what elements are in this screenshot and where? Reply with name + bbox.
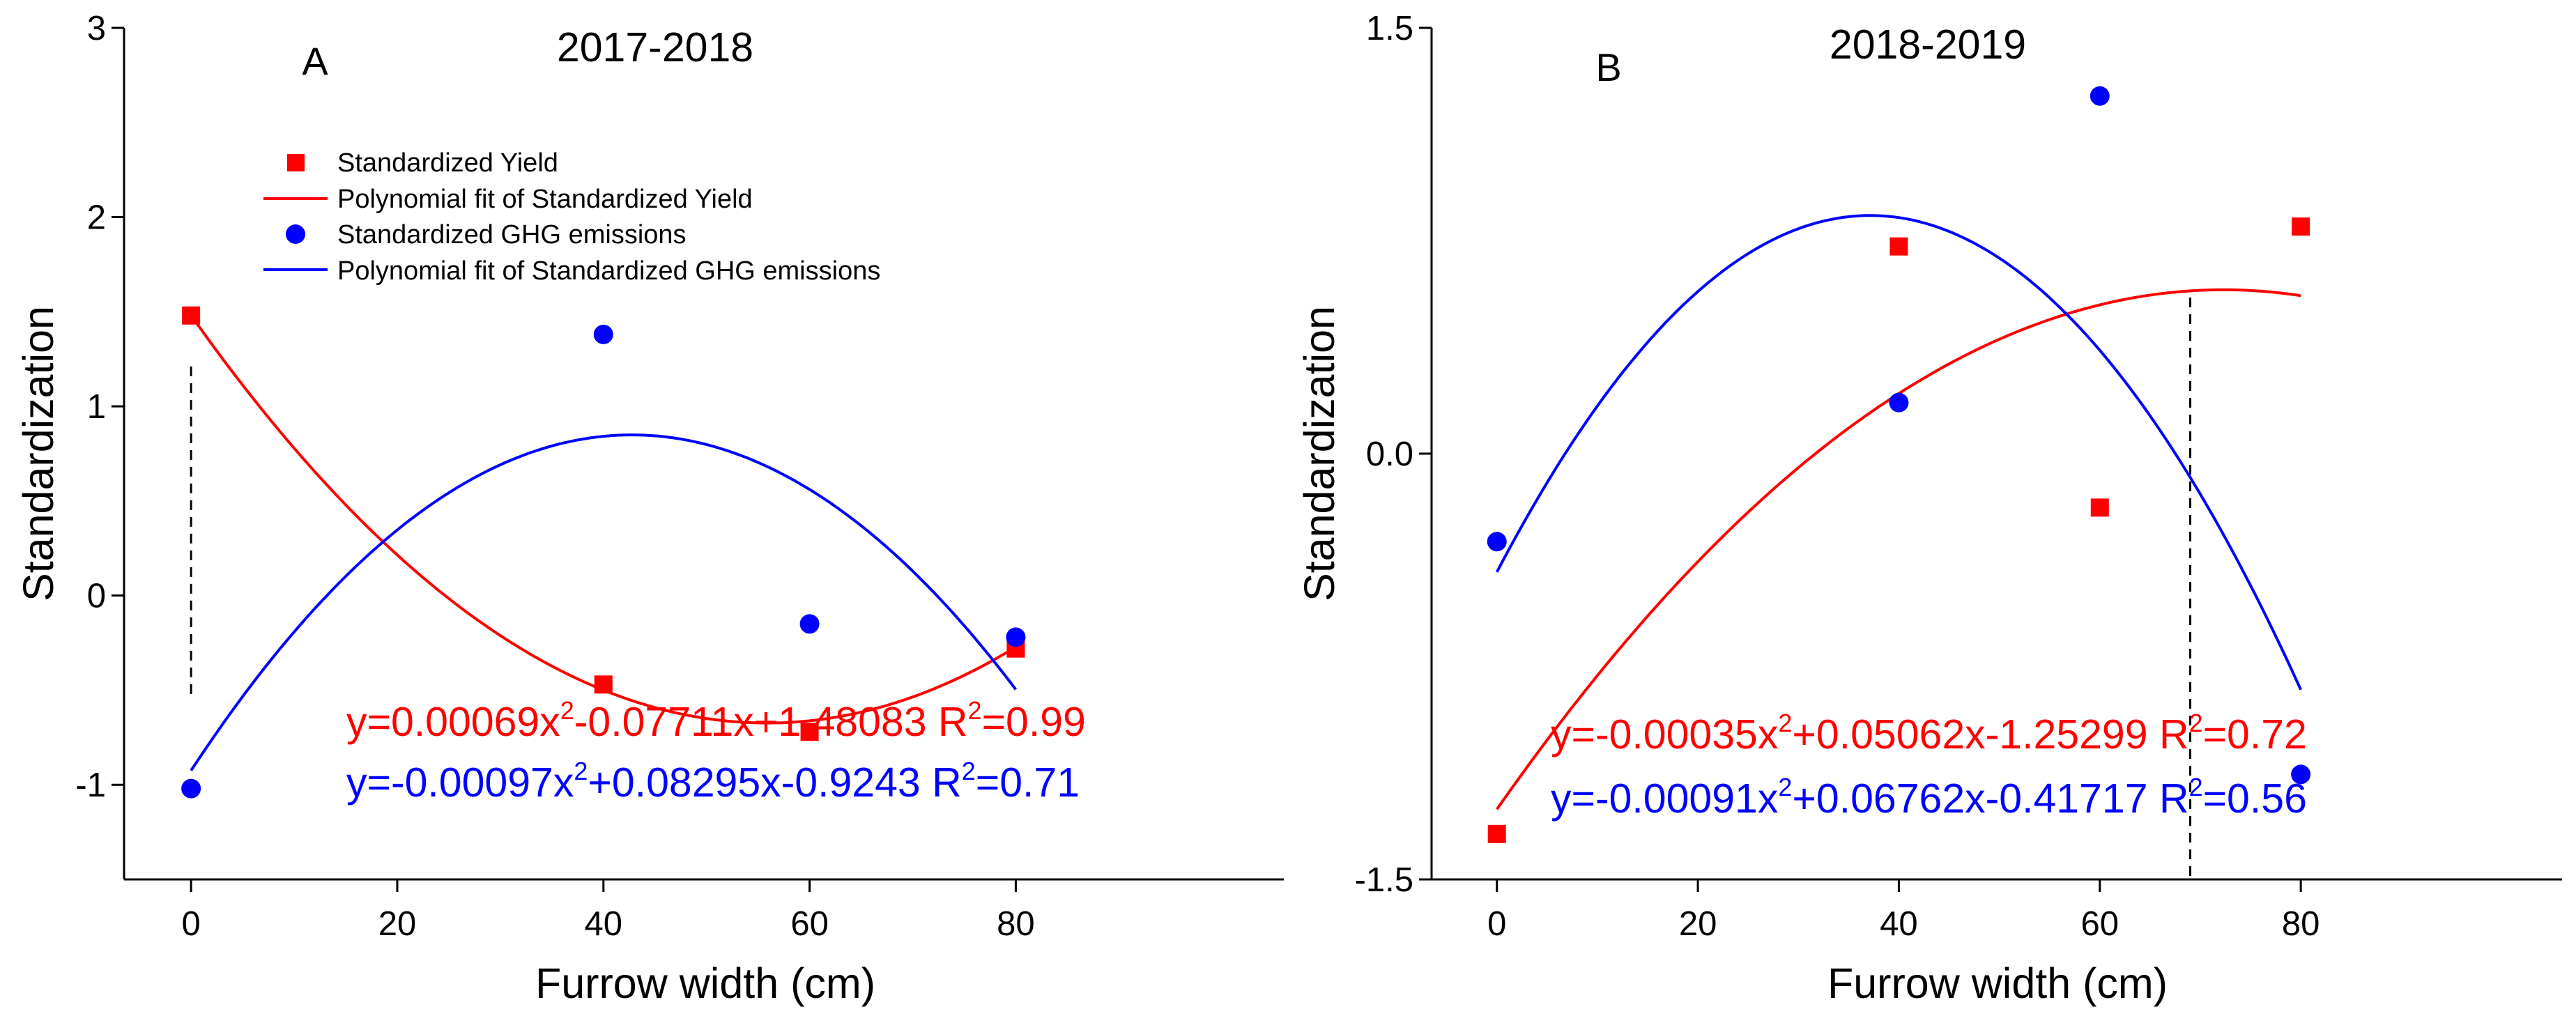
x-tick-label: 60 — [2081, 905, 2119, 943]
ghg-data-point — [2291, 764, 2311, 785]
y-tick-label: 3 — [87, 10, 106, 47]
yield-data-point — [594, 675, 613, 694]
legend-ghg-marker — [286, 224, 305, 244]
ghg-fit-curve — [190, 433, 1017, 771]
panel-b: 0 20 40 60 80 -1.5 0.0 1.5 Furrow width (cm) St… — [1296, 10, 2562, 1007]
ghg-data-point — [593, 324, 613, 344]
ghg-data-point — [1006, 627, 1026, 647]
x-tick-label: 60 — [790, 905, 829, 943]
ghg-fit-curve — [1495, 214, 2302, 691]
ghg-data-point — [1889, 392, 1909, 413]
panel-a-axes — [123, 28, 1284, 881]
panel-a-ticks: 0 20 40 60 80 -1 0 1 2 3 — [75, 10, 1034, 943]
panel-a-label: A — [302, 39, 328, 83]
yield-data-point — [800, 723, 819, 741]
ghg-data-point — [1487, 532, 1507, 552]
y-tick-label: 1.5 — [1366, 10, 1413, 47]
panel-b-yield-equation: y=-0.00035x2+0.05062x-1.25299 R2=0.72 — [1551, 709, 2307, 757]
panel-b-x-axis-label: Furrow width (cm) — [1827, 960, 2168, 1007]
legend-yield-marker — [287, 154, 305, 171]
x-tick-label: 0 — [1487, 905, 1506, 943]
yield-data-point — [1487, 824, 1506, 843]
panel-a-y-axis-label: Standardization — [15, 306, 62, 601]
y-tick-label: -1.5 — [1355, 861, 1413, 899]
x-tick-label: 40 — [1880, 905, 1918, 943]
ghg-data-point — [181, 778, 201, 799]
legend-yield-label: Standardized Yield — [337, 148, 558, 178]
panel-a-title: 2017-2018 — [557, 24, 753, 70]
ghg-data-point — [2090, 86, 2110, 106]
y-tick-label: 1 — [87, 388, 106, 426]
x-tick-label: 40 — [585, 905, 623, 943]
panel-a: 0 20 40 60 80 -1 0 1 2 3 Furrow width (cm) Standa… — [15, 10, 1284, 1007]
y-tick-label: -1 — [75, 767, 106, 804]
x-tick-label: 20 — [1679, 905, 1717, 943]
panel-b-y-axis-label: Standardization — [1296, 306, 1343, 601]
x-tick-label: 80 — [2282, 905, 2320, 943]
panel-b-label: B — [1595, 45, 1621, 89]
panel-a-ghg-equation: y=-0.00097x2+0.08295x-0.9243 R2=0.71 — [346, 757, 1080, 806]
legend-ghg-label: Standardized GHG emissions — [337, 220, 687, 249]
ghg-data-point — [799, 614, 820, 634]
legend-yield-fit-label: Polynomial fit of Standardized Yield — [337, 185, 753, 214]
y-tick-label: 2 — [87, 199, 106, 237]
yield-data-point — [2292, 217, 2310, 236]
panel-a-legend: Standardized Yield Polynomial fit of Sta… — [263, 148, 880, 286]
x-tick-label: 80 — [997, 905, 1035, 943]
panel-a-x-axis-label: Furrow width (cm) — [535, 960, 875, 1007]
x-tick-label: 20 — [378, 905, 417, 943]
panel-a-yield-equation: y=0.00069x2-0.07711x+1.48083 R2=0.99 — [346, 696, 1086, 745]
panel-b-ghg-equation: y=-0.00091x2+0.06762x-0.41717 R2=0.56 — [1551, 773, 2307, 822]
yield-data-point — [1889, 237, 1908, 256]
yield-data-point — [182, 306, 201, 325]
x-tick-label: 0 — [182, 905, 201, 943]
y-tick-label: 0.0 — [1366, 436, 1413, 473]
panel-a-points — [181, 306, 1026, 799]
legend-ghg-fit-label: Polynomial fit of Standardized GHG emiss… — [337, 256, 880, 286]
panel-b-ticks: 0 20 40 60 80 -1.5 0.0 1.5 — [1355, 10, 2320, 943]
panel-b-title: 2018-2019 — [1830, 22, 2026, 68]
panel-b-points — [1487, 86, 2311, 843]
y-tick-label: 0 — [87, 578, 106, 615]
yield-data-point — [2090, 498, 2109, 517]
